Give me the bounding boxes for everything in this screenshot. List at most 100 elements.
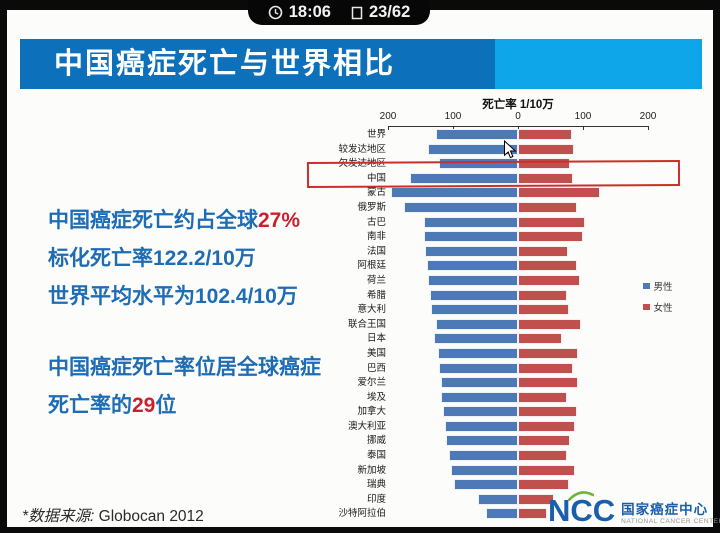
- female-bar: [518, 347, 578, 359]
- male-bar: [390, 187, 518, 199]
- male-bar: [436, 318, 518, 330]
- female-bar: [518, 450, 567, 462]
- chart-row: 蒙古: [340, 186, 710, 201]
- male-bar: [445, 435, 518, 447]
- axis-tick-mark: [518, 126, 519, 130]
- legend-item: 女性: [643, 300, 673, 314]
- male-bar: [410, 172, 518, 184]
- page-title: 中国癌症死亡与世界相比: [54, 48, 396, 80]
- category-label: 埃及: [366, 391, 386, 403]
- chart-row: 荷兰: [340, 274, 710, 289]
- male-bar: [453, 479, 518, 491]
- female-bar: [518, 274, 581, 286]
- chart-row: 挪威: [340, 434, 710, 449]
- female-bar: [518, 289, 568, 301]
- female-bar: [518, 464, 576, 476]
- chart-row: 阿根廷: [340, 259, 710, 274]
- stat-highlight-29: 29: [132, 394, 156, 417]
- chart-row: 世界: [340, 128, 710, 143]
- chart-row: 意大利: [340, 303, 710, 318]
- data-source: *数据来源: Globocan 2012: [22, 504, 204, 526]
- category-label: 法国: [366, 245, 386, 257]
- female-bar: [518, 260, 577, 272]
- female-bar: [518, 172, 573, 184]
- legend-swatch: [643, 303, 650, 311]
- category-label: 南非: [366, 231, 386, 243]
- male-bar: [451, 464, 518, 476]
- female-bar: [518, 129, 572, 140]
- ncc-logo-swoosh-icon: [568, 491, 594, 501]
- male-bar: [439, 362, 518, 374]
- category-label: 俄罗斯: [357, 201, 386, 213]
- stat-line-4: 中国癌症死亡率位居全球癌症: [48, 356, 321, 379]
- category-label: 蒙古: [366, 187, 386, 199]
- stat-line-3: 世界平均水平为102.4/10万: [48, 285, 298, 308]
- chart-row: 印度: [340, 493, 710, 508]
- chart-row: 日本: [340, 332, 710, 347]
- female-bar: [518, 493, 555, 505]
- category-label: 联合王国: [347, 318, 386, 330]
- stats-block-1: 中国癌症死亡约占全球27% 标化死亡率122.2/10万 世界平均水平为102.…: [48, 202, 300, 316]
- category-label: 较发达地区: [338, 143, 386, 155]
- category-label: 中国: [366, 172, 386, 184]
- category-label: 意大利: [357, 304, 386, 316]
- chart-row: 泰国: [340, 449, 710, 464]
- page-icon: [351, 6, 363, 19]
- female-bar: [518, 435, 570, 447]
- ncc-logo-text: 国家癌症中心 NATIONAL CANCER CENTER: [621, 494, 720, 525]
- axis-tick-label: 100: [444, 111, 462, 122]
- category-label: 荷兰: [366, 274, 386, 286]
- clock-icon: [268, 5, 283, 20]
- category-label: 美国: [366, 347, 386, 359]
- category-label: 泰国: [366, 450, 386, 462]
- status-time: 18:06: [288, 3, 331, 21]
- axis-tick-mark: [453, 126, 454, 130]
- category-label: 古巴: [366, 216, 386, 228]
- axis-tick-label: 200: [379, 111, 397, 122]
- slide-counter: 23/62: [368, 3, 411, 21]
- chart-row: 瑞典: [340, 478, 710, 493]
- legend-item: 男性: [643, 279, 673, 293]
- chart-row: 较发达地区: [338, 143, 710, 158]
- stat-line-2: 标化死亡率122.2/10万: [48, 247, 256, 270]
- axis-line: [388, 126, 648, 127]
- male-bar: [439, 158, 518, 170]
- male-bar: [445, 420, 518, 432]
- chart-row: 俄罗斯: [340, 201, 710, 216]
- male-bar: [441, 391, 518, 403]
- male-bar: [440, 377, 518, 389]
- chart-row: 美国: [340, 347, 710, 362]
- female-bar: [518, 420, 576, 432]
- female-bar: [518, 304, 570, 316]
- legend-label: 男性: [653, 282, 673, 293]
- female-bar: [518, 187, 600, 199]
- stat-line-1: 中国癌症死亡约占全球27%: [48, 209, 301, 232]
- female-bar: [518, 333, 563, 345]
- female-bar: [518, 479, 569, 491]
- category-label: 巴西: [366, 362, 386, 374]
- female-bar: [518, 245, 569, 257]
- ncc-logo-en: NATIONAL CANCER CENTER: [621, 518, 720, 525]
- chart-legend: 男性女性: [643, 279, 673, 321]
- chart-row: 新加坡: [340, 464, 710, 479]
- male-bar: [423, 216, 518, 228]
- chart-row: 爱尔兰: [340, 376, 710, 391]
- chart-row: 法国: [340, 245, 710, 260]
- category-label: 爱尔兰: [357, 377, 386, 389]
- status-bar: 18:06 23/62: [248, 0, 430, 25]
- chart-row: 欠发达地区: [338, 157, 710, 172]
- category-label: 挪威: [366, 435, 386, 447]
- female-bar: [518, 377, 579, 389]
- male-bar: [477, 493, 518, 505]
- female-bar: [518, 216, 585, 228]
- axis-tick-mark: [583, 126, 584, 130]
- chart-row: 联合王国: [340, 318, 710, 333]
- ncc-logo-cn: 国家癌症中心: [621, 502, 709, 517]
- category-label: 加拿大: [357, 406, 386, 418]
- china-highlight-box: [306, 160, 681, 188]
- stat-line-5: 死亡率的29位: [48, 394, 177, 417]
- stat-highlight-27: 27%: [258, 209, 301, 232]
- axis-tick-label: 0: [515, 111, 521, 122]
- stats-block-2: 中国癌症死亡率位居全球癌症 死亡率的29位: [48, 349, 321, 425]
